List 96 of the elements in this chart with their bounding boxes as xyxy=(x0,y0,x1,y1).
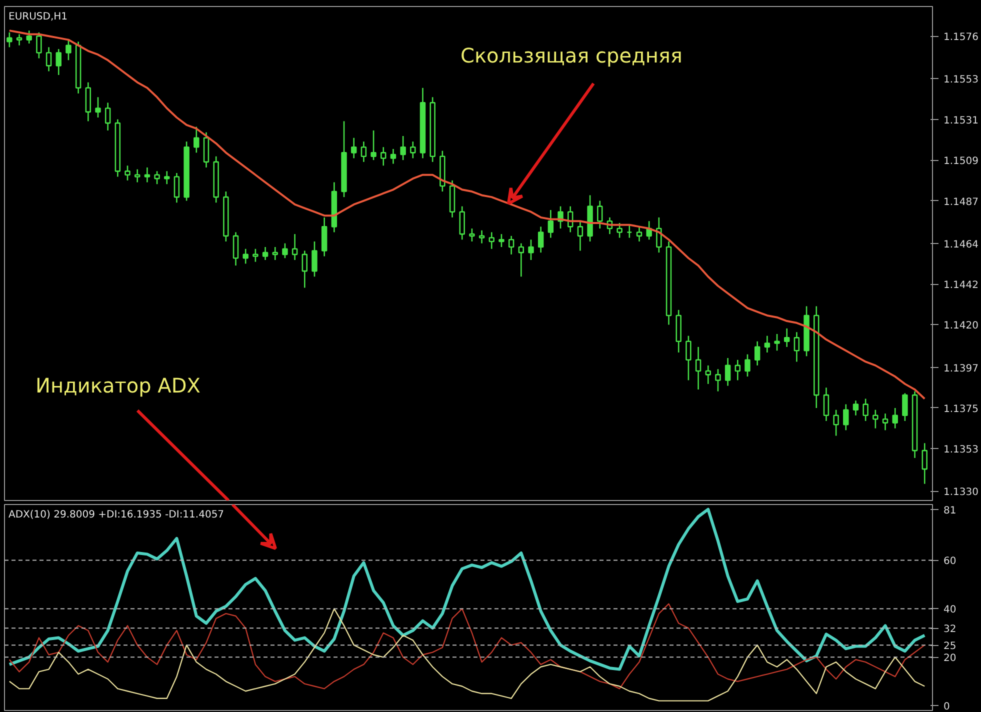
candlestick xyxy=(410,140,416,159)
candlestick xyxy=(56,48,62,76)
y-tick-label: 1.1375 xyxy=(944,404,978,415)
candlestick xyxy=(636,226,642,242)
y-tick-label: 1.1442 xyxy=(944,280,978,292)
candlestick xyxy=(360,140,367,163)
candlestick xyxy=(370,130,376,161)
y-tick-label: 1.1420 xyxy=(944,320,978,332)
y-tick-label: 20 xyxy=(944,653,956,664)
candlestick xyxy=(232,232,239,266)
text: ADX(10) 29.8009 +DI:16.1935 -DI:11.4057 xyxy=(8,510,224,520)
candlestick xyxy=(734,359,741,381)
candlestick xyxy=(744,354,750,378)
candlestick xyxy=(764,335,770,354)
candlestick xyxy=(843,404,849,431)
y-tick-label: 1.1487 xyxy=(944,196,978,208)
annotation: Скользящая средняя xyxy=(460,44,682,68)
candlestick xyxy=(833,409,839,436)
line-series xyxy=(8,508,926,671)
candlestick xyxy=(872,409,878,429)
line-series xyxy=(8,608,926,702)
candlestick xyxy=(922,442,928,484)
candlestick xyxy=(26,30,32,44)
candlestick xyxy=(134,168,140,183)
candlestick xyxy=(548,209,554,238)
candlestick xyxy=(242,248,248,264)
candlestick xyxy=(174,172,180,204)
y-tick-label: 1.1531 xyxy=(944,115,978,126)
y-tick-label: 60 xyxy=(944,556,956,568)
candlestick xyxy=(262,246,268,261)
candlestick xyxy=(252,248,258,262)
candlestick xyxy=(380,146,386,166)
candlestick xyxy=(488,232,494,250)
candlestick xyxy=(164,170,170,185)
candlestick xyxy=(312,240,318,278)
line-series xyxy=(8,603,926,690)
y-tick-label: 1.1509 xyxy=(944,156,978,168)
candlestick xyxy=(656,216,662,254)
candlestick xyxy=(616,222,622,238)
candlestick xyxy=(754,340,760,366)
candlestick xyxy=(66,39,72,61)
candlestick xyxy=(400,135,406,161)
annotation: Индикатор ADX xyxy=(36,374,201,398)
candlestick xyxy=(774,333,780,352)
candlestick xyxy=(508,235,514,256)
candlestick xyxy=(852,400,859,416)
y-tick-label: 1.1464 xyxy=(944,239,978,250)
candlestick xyxy=(597,200,603,230)
candlestick xyxy=(46,46,52,72)
candlestick xyxy=(528,238,534,261)
y-tick-label: 1.1576 xyxy=(944,32,978,44)
candlestick xyxy=(194,126,200,154)
text: EURUSD,H1 xyxy=(8,12,68,22)
candlestick xyxy=(124,164,130,182)
candlestick xyxy=(478,230,485,244)
y-tick-label: 1.1330 xyxy=(944,487,978,498)
candlestick xyxy=(154,170,160,185)
candlestick xyxy=(144,166,150,183)
candlestick xyxy=(705,364,711,385)
candlestick xyxy=(459,206,465,240)
candlestick xyxy=(784,328,790,348)
candlestick xyxy=(292,233,298,261)
candlestick xyxy=(95,96,101,118)
y-tick-label: 25 xyxy=(944,641,956,652)
candlestick xyxy=(350,137,357,159)
candlestick xyxy=(695,346,702,390)
line-series xyxy=(8,30,926,400)
candlestick xyxy=(36,32,42,59)
candlestick xyxy=(902,392,908,422)
y-tick-label: 0 xyxy=(944,702,950,712)
candlestick xyxy=(104,102,111,132)
candlestick xyxy=(862,398,868,422)
y-tick-label: 1.1353 xyxy=(944,444,978,456)
candlestick xyxy=(882,412,888,431)
candlestick xyxy=(715,368,721,392)
candlestick xyxy=(302,250,308,288)
candlestick xyxy=(390,148,396,164)
candlestick xyxy=(538,226,544,254)
candlestick xyxy=(724,357,731,386)
candlestick xyxy=(282,242,288,259)
candlestick xyxy=(469,228,475,242)
candlestick xyxy=(518,242,524,278)
y-tick-label: 81 xyxy=(944,505,956,516)
candlestick xyxy=(892,407,898,429)
y-tick-label: 40 xyxy=(944,604,956,616)
y-tick-label: 1.1397 xyxy=(944,363,978,374)
candlestick xyxy=(498,233,504,248)
y-tick-label: 1.1553 xyxy=(944,74,978,86)
candlestick xyxy=(6,32,12,48)
candlestick xyxy=(16,34,22,46)
candlestick xyxy=(272,246,278,261)
candlestick xyxy=(823,386,830,422)
candlestick xyxy=(794,331,800,362)
candlestick xyxy=(686,335,692,381)
candlestick xyxy=(577,220,584,252)
y-tick-label: 32 xyxy=(944,624,956,636)
